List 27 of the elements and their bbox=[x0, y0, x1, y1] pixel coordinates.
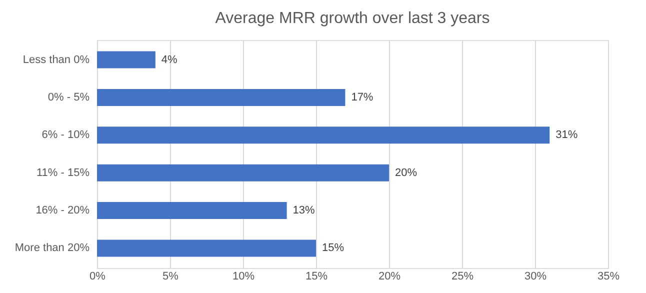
bar bbox=[97, 240, 316, 257]
data-label: 13% bbox=[292, 204, 316, 217]
bar bbox=[97, 88, 346, 106]
bar bbox=[97, 164, 389, 182]
data-label: 31% bbox=[556, 129, 578, 142]
y-tick-label: 0% - 5% bbox=[48, 91, 90, 104]
y-tick-label: 16% - 20% bbox=[36, 204, 90, 217]
data-label: 17% bbox=[351, 91, 374, 104]
y-tick-label: More than 20% bbox=[14, 242, 90, 254]
y-tick-label: 6% - 10% bbox=[42, 129, 90, 142]
data-label: 15% bbox=[322, 242, 344, 254]
data-label: 4% bbox=[161, 54, 178, 66]
x-tick-label: 15% bbox=[305, 270, 328, 282]
x-tick-label: 20% bbox=[378, 270, 401, 282]
bar bbox=[97, 126, 550, 144]
bar bbox=[97, 51, 156, 68]
bar bbox=[97, 202, 287, 220]
x-tick-label: 35% bbox=[597, 270, 620, 282]
x-tick-label: 25% bbox=[451, 270, 474, 282]
data-label: 20% bbox=[395, 166, 418, 179]
y-tick-label: Less than 0% bbox=[22, 54, 90, 66]
y-tick-label: 11% - 15% bbox=[36, 166, 90, 179]
x-tick-label: 5% bbox=[162, 270, 179, 282]
x-tick-label: 10% bbox=[232, 270, 255, 282]
x-tick-label: 0% bbox=[90, 270, 106, 282]
x-tick-label: 30% bbox=[524, 270, 547, 282]
chart-title: Average MRR growth over last 3 years bbox=[215, 10, 490, 27]
